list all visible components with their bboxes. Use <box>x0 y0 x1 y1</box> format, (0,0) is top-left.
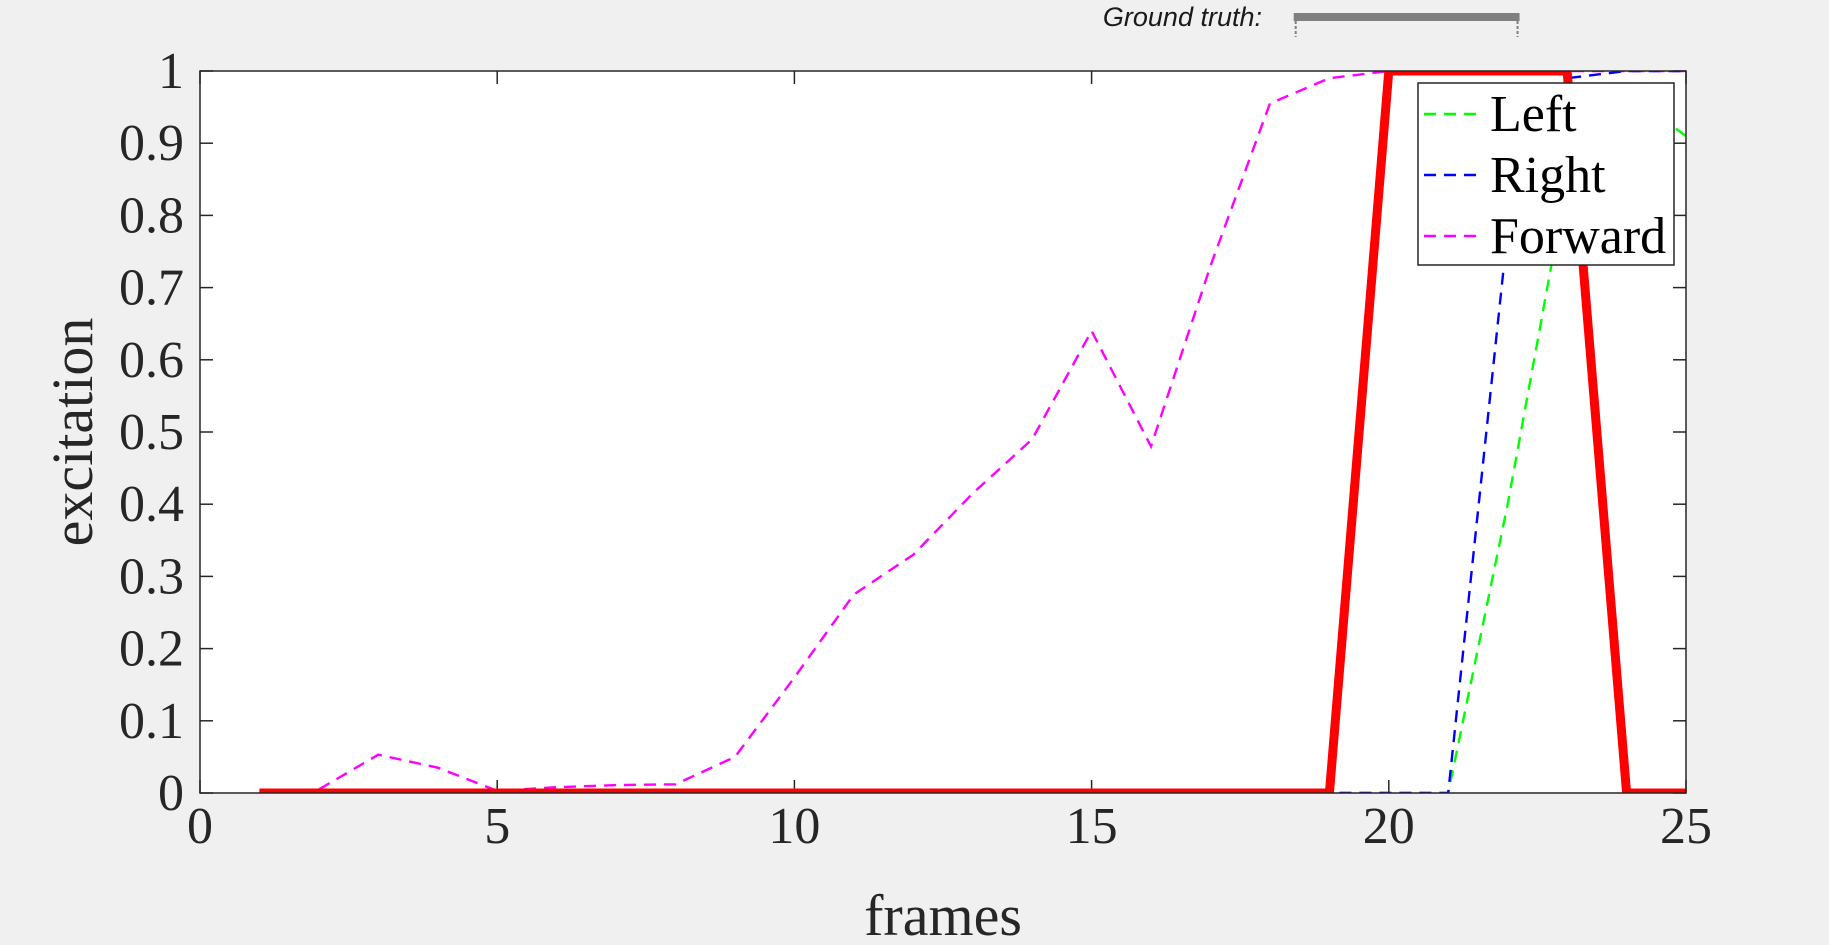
x-tick-label: 10 <box>768 798 820 855</box>
y-tick-labels: 0 0.1 0.2 0.3 0.4 0.5 0.6 0.7 0.8 0.9 1 <box>119 43 184 822</box>
ground-truth-indicator: Ground truth: <box>1103 2 1520 37</box>
x-tick-label: 15 <box>1066 798 1118 855</box>
y-tick-label: 1 <box>158 43 184 100</box>
x-axis-title: frames <box>864 883 1022 945</box>
legend-box <box>1417 82 1675 266</box>
x-tick-labels: 0 5 10 15 20 25 <box>187 798 1712 855</box>
legend-label-left: Left <box>1490 86 1577 143</box>
axes-box <box>199 70 1687 794</box>
ground-truth-bar-fill <box>1293 13 1520 21</box>
y-tick-label: 0.2 <box>119 621 184 678</box>
y-tick-label: 0.5 <box>119 404 184 461</box>
x-tick-label: 20 <box>1363 798 1415 855</box>
y-tick-label: 0.7 <box>119 260 184 317</box>
ground-truth-label: Ground truth: <box>1103 2 1262 32</box>
y-tick-label: 0 <box>158 765 184 822</box>
y-tick-label: 0.1 <box>119 693 184 750</box>
y-tick-label: 0.9 <box>119 115 184 172</box>
y-tick-label: 0.6 <box>119 332 184 389</box>
ground-truth-bar <box>1293 13 1520 37</box>
x-tick-label: 25 <box>1660 798 1712 855</box>
y-tick-label: 0.4 <box>119 476 184 533</box>
y-axis-title: excitation <box>40 318 105 547</box>
y-tick-label: 0.3 <box>119 548 184 605</box>
x-tick-label: 0 <box>187 798 213 855</box>
legend-label-forward: Forward <box>1490 208 1666 265</box>
legend-label-right: Right <box>1490 147 1606 204</box>
y-tick-label: 0.8 <box>119 187 184 244</box>
x-tick-label: 5 <box>484 798 510 855</box>
